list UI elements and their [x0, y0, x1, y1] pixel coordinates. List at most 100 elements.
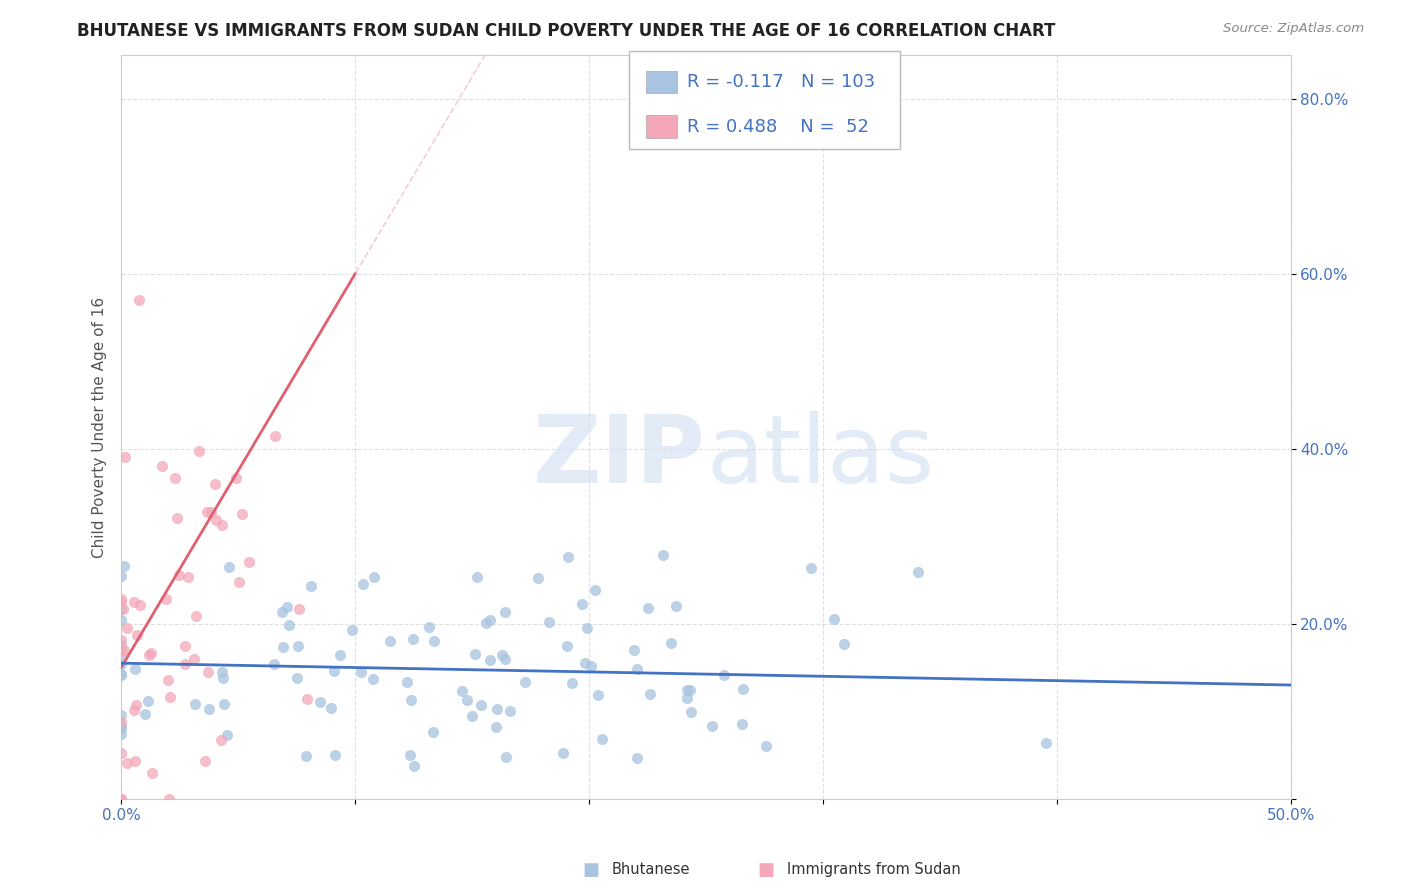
Point: [755, 739, 778, 753]
Text: Bhutanese: Bhutanese: [612, 863, 690, 877]
Point: [117, 756, 139, 770]
Point: [165, 471, 187, 485]
Text: R = -0.117   N = 103: R = -0.117 N = 103: [688, 73, 876, 91]
Y-axis label: Child Poverty Under the Age of 16: Child Poverty Under the Age of 16: [93, 296, 107, 558]
Point: [150, 458, 173, 473]
Point: [363, 570, 385, 584]
Point: [637, 600, 659, 615]
Point: [623, 642, 645, 657]
Point: [422, 724, 444, 739]
Point: [197, 702, 219, 716]
Point: [157, 791, 180, 805]
Point: [167, 567, 190, 582]
Point: [474, 615, 496, 630]
Point: [299, 579, 322, 593]
Point: [231, 507, 253, 521]
Point: [561, 676, 583, 690]
Point: [127, 628, 149, 642]
Point: [218, 560, 240, 574]
Point: [110, 644, 132, 658]
Point: [285, 671, 308, 685]
Point: [665, 599, 688, 613]
Point: [456, 692, 478, 706]
Point: [583, 582, 606, 597]
Point: [238, 555, 260, 569]
Point: [110, 746, 132, 760]
Point: [110, 632, 132, 647]
Point: [110, 791, 132, 805]
Point: [319, 701, 342, 715]
Point: [460, 709, 482, 723]
Point: [115, 621, 138, 635]
Point: [110, 594, 132, 608]
Point: [225, 471, 247, 485]
Point: [586, 688, 609, 702]
Point: [184, 609, 207, 624]
Point: [652, 549, 675, 563]
Point: [128, 293, 150, 308]
Point: [451, 683, 474, 698]
Point: [399, 748, 422, 763]
Point: [211, 517, 233, 532]
Point: [378, 633, 401, 648]
Point: [484, 720, 506, 734]
Point: [212, 697, 235, 711]
Point: [823, 612, 845, 626]
Point: [713, 668, 735, 682]
Point: [110, 602, 132, 616]
Point: [112, 643, 135, 657]
Point: [907, 565, 929, 579]
Point: [136, 694, 159, 708]
Point: [470, 698, 492, 713]
Point: [402, 758, 425, 772]
Point: [1035, 736, 1057, 750]
Point: [166, 511, 188, 525]
Text: ZIP: ZIP: [533, 410, 706, 503]
Point: [499, 704, 522, 718]
Point: [114, 450, 136, 464]
Point: [323, 664, 346, 678]
Point: [571, 597, 593, 611]
Point: [197, 505, 219, 519]
Point: [329, 648, 352, 662]
Point: [110, 667, 132, 681]
Point: [271, 640, 294, 655]
Point: [350, 665, 373, 679]
Point: [110, 791, 132, 805]
Point: [640, 687, 662, 701]
Point: [110, 668, 132, 682]
Point: [263, 657, 285, 671]
Point: [278, 618, 301, 632]
Point: [479, 613, 502, 627]
Point: [557, 549, 579, 564]
Point: [124, 703, 146, 717]
Point: [125, 698, 148, 712]
Point: [679, 705, 702, 719]
Point: [228, 574, 250, 589]
Point: [486, 701, 509, 715]
Point: [423, 634, 446, 648]
Point: [494, 652, 516, 666]
Point: [276, 599, 298, 614]
Point: [271, 605, 294, 619]
Point: [110, 718, 132, 732]
Point: [495, 750, 517, 764]
Point: [676, 683, 699, 698]
Point: [110, 592, 132, 607]
Point: [402, 632, 425, 647]
Point: [515, 675, 537, 690]
Point: [401, 693, 423, 707]
Point: [110, 714, 132, 729]
Point: [591, 732, 613, 747]
Point: [352, 577, 374, 591]
Text: Immigrants from Sudan: Immigrants from Sudan: [787, 863, 962, 877]
Point: [574, 656, 596, 670]
Point: [581, 659, 603, 673]
Point: [551, 746, 574, 760]
Point: [555, 639, 578, 653]
Point: [124, 754, 146, 768]
Point: [110, 722, 132, 736]
Point: [479, 653, 502, 667]
Point: [110, 727, 132, 741]
Point: [204, 476, 226, 491]
